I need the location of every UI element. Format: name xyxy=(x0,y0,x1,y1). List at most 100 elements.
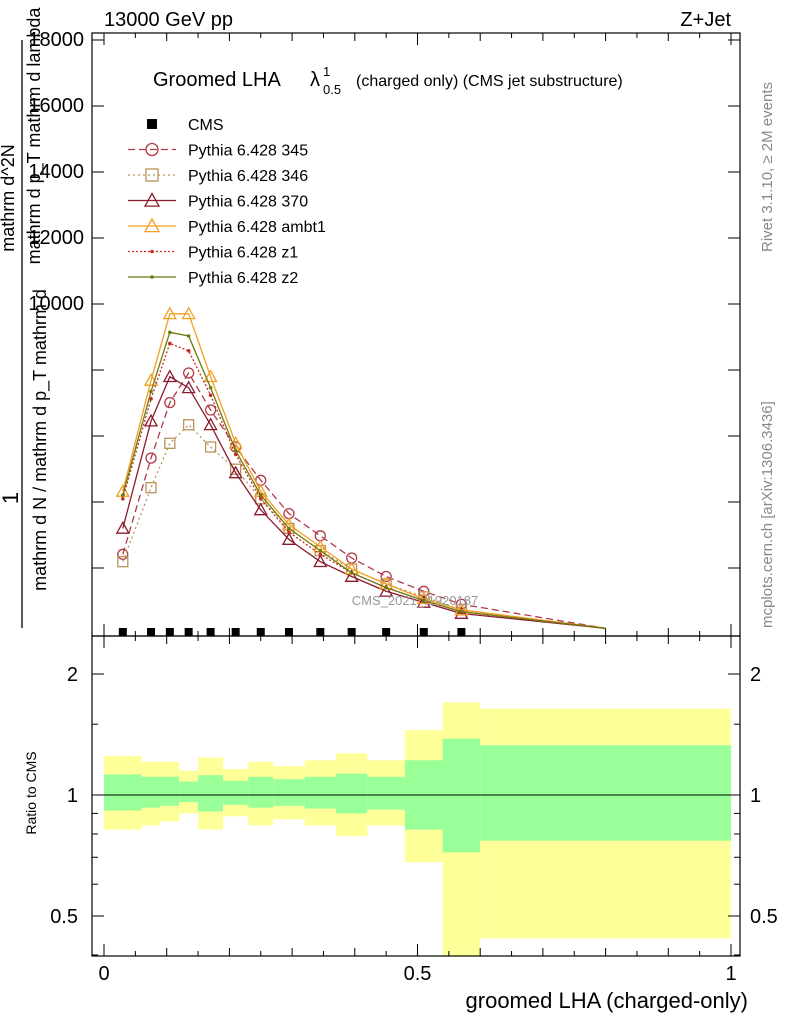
series-marker-2 xyxy=(182,419,195,431)
series-marker-1 xyxy=(164,396,176,409)
cms-point xyxy=(347,628,356,636)
cms-point xyxy=(419,628,428,636)
series-marker-5 xyxy=(258,497,263,501)
legend-item: CMS xyxy=(147,117,224,134)
series-marker-4 xyxy=(181,306,196,320)
cms-point xyxy=(184,628,193,636)
series-marker-2 xyxy=(117,556,129,568)
series-marker-6 xyxy=(186,334,191,338)
main-y-axis-label: 1 mathrm d N / mathrm d p_T mathrm d mat… xyxy=(0,7,51,628)
series-marker-3 xyxy=(379,583,394,597)
y-label-numerator-tail: mathrm d p_T mathrm d lambda xyxy=(24,7,45,265)
main-y-tick-label: 10000 xyxy=(28,293,84,315)
series-marker-3 xyxy=(228,465,243,479)
cms-data-points xyxy=(118,628,466,636)
series-marker-6 xyxy=(349,571,354,575)
title-main: Groomed LHA xyxy=(153,69,281,91)
ratio-inner-band-4 xyxy=(198,775,224,812)
cms-point xyxy=(147,628,156,636)
process-label: Z+Jet xyxy=(680,9,731,31)
analysis-watermark: CMS_2021_I1920187 xyxy=(352,593,479,608)
series-marker-4 xyxy=(143,373,159,386)
legend-label: Pythia 6.428 z2 xyxy=(188,270,298,287)
series-marker-4 xyxy=(203,369,218,383)
ratio-y-tick-label: 0.5 xyxy=(50,906,78,928)
series-marker-5 xyxy=(149,397,153,401)
legend-label: CMS xyxy=(188,117,224,134)
ratio-panel: 0.5 0.51 12 2 0 0.5 1 xyxy=(50,635,778,985)
series-marker-1 xyxy=(182,367,195,379)
cms-point xyxy=(206,628,215,636)
ratio-inner-band-13 xyxy=(480,745,731,841)
series-marker-3 xyxy=(143,413,159,427)
ratio-inner-band-3 xyxy=(179,781,199,803)
series-marker-6 xyxy=(233,448,238,453)
series-marker-1 xyxy=(380,570,392,583)
legend-item: Pythia 6.428 345 xyxy=(128,143,308,160)
main-y-tick-label: 18000 xyxy=(28,29,84,51)
ratio-inner-band-7 xyxy=(273,779,305,806)
title-rest: (charged only) (CMS jet substructure) xyxy=(356,73,623,90)
series-marker-5 xyxy=(168,341,172,346)
main-y-tick-label: 12000 xyxy=(28,227,84,249)
series-line-1 xyxy=(122,371,606,629)
ratio-y-tick-labels: 0.5 0.5 1 1 2 2 xyxy=(50,664,778,928)
series-marker-5 xyxy=(121,497,125,501)
series-marker-3 xyxy=(281,532,297,545)
main-series xyxy=(115,306,606,629)
series-line-3 xyxy=(122,375,606,629)
series-marker-3 xyxy=(115,521,130,534)
legend-item: Pythia 6.428 z2 xyxy=(128,270,298,287)
main-y-tick-label: 16000 xyxy=(28,95,84,117)
series-line-5 xyxy=(122,342,606,629)
series-line-2 xyxy=(122,423,606,629)
cms-point xyxy=(165,628,174,636)
series-marker-6 xyxy=(384,585,388,590)
ratio-inner-band-6 xyxy=(248,776,274,808)
y-label-numerator: mathrm d^2N xyxy=(0,144,18,251)
ratio-inner-band-0 xyxy=(104,774,142,811)
legend-label: Pythia 6.428 345 xyxy=(188,143,308,160)
cms-point xyxy=(284,628,293,636)
legend-label: Pythia 6.428 370 xyxy=(188,194,308,211)
series-marker-1 xyxy=(314,530,326,542)
ratio-inner-band-2 xyxy=(160,776,180,806)
legend-marker xyxy=(147,119,157,129)
x-tick-label: 1 xyxy=(725,963,736,985)
legend-marker xyxy=(150,275,154,279)
series-marker-4 xyxy=(162,306,177,320)
title-symbol: λ xyxy=(310,69,320,91)
y-label-denominator: mathrm d N / mathrm d p_T mathrm d xyxy=(30,289,51,591)
series-marker-2 xyxy=(204,441,217,453)
ratio-inner-band-1 xyxy=(141,776,161,808)
series-marker-4 xyxy=(416,591,431,605)
ratio-y-tick-label-right: 0.5 xyxy=(750,906,778,928)
mcplots-label: mcplots.cern.ch [arXiv:1306.3436] xyxy=(759,401,776,628)
series-line-6 xyxy=(122,331,606,629)
legend-marker xyxy=(143,192,161,207)
series-line-4 xyxy=(122,313,606,629)
cms-point xyxy=(457,628,466,636)
ratio-y-tick-label-right: 1 xyxy=(750,785,761,807)
series-marker-6 xyxy=(287,526,291,531)
series-marker-2 xyxy=(145,482,157,494)
series-marker-6 xyxy=(208,386,213,390)
main-y-tick-label: 14000 xyxy=(28,161,84,183)
series-marker-6 xyxy=(149,389,153,394)
legend: CMS Pythia 6.428 345 Pythia 6.428 346 Pythi… xyxy=(128,117,326,287)
series-marker-4 xyxy=(454,602,469,616)
ratio-y-tick-label: 1 xyxy=(67,785,78,807)
series-marker-3 xyxy=(253,502,268,516)
cms-point xyxy=(118,628,127,636)
series-marker-6 xyxy=(258,493,263,497)
legend-item: Pythia 6.428 z1 xyxy=(128,245,298,262)
legend-marker xyxy=(145,168,159,182)
ratio-frame xyxy=(91,635,741,957)
series-marker-3 xyxy=(313,554,328,568)
cms-point xyxy=(231,628,240,636)
ratio-inner-band-12 xyxy=(442,738,481,853)
legend-label: Pythia 6.428 346 xyxy=(188,168,308,185)
legend-item: Pythia 6.428 346 xyxy=(128,168,308,185)
series-marker-6 xyxy=(168,330,172,335)
